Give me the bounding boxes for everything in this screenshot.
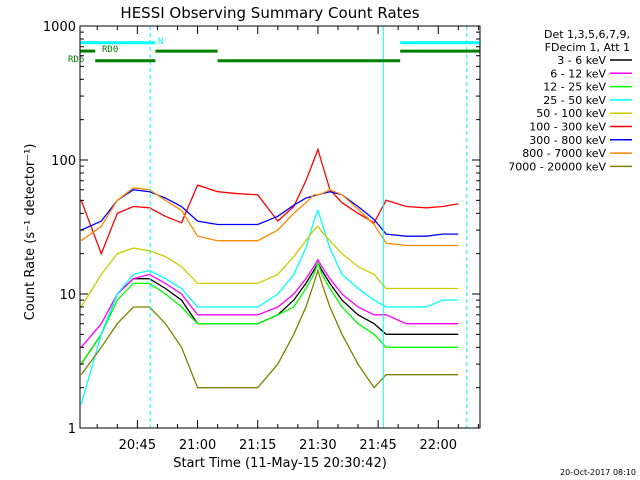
legend-entry-8: 800 - 7000 keV xyxy=(522,147,606,160)
legend-entry-1: 3 - 6 keV xyxy=(557,54,606,67)
legend-entry-4: 25 - 50 keV xyxy=(543,94,606,107)
annotation-bands: N RD0 RD6 xyxy=(68,37,480,65)
legend-header-line-1: Det 1,3,5,6,7,9, xyxy=(544,28,630,41)
annotation-label-n: N xyxy=(158,37,163,47)
y-axis: 1 10 100 1000 xyxy=(43,20,480,437)
series-line-2 xyxy=(80,258,459,348)
series-line-6 xyxy=(80,147,459,256)
y-axis-label: Count Rate (s⁻¹ detector⁻¹) xyxy=(23,144,38,321)
series-line-8 xyxy=(80,187,459,247)
annotation-label-rd6: RD6 xyxy=(68,55,84,65)
vertical-markers xyxy=(79,26,468,428)
x-tick-label-1: 20:45 xyxy=(119,438,156,453)
legend-header-line-2: FDecim 1, Att 1 xyxy=(545,41,630,54)
series-layer xyxy=(80,147,459,405)
y-tick-label-4: 1000 xyxy=(43,20,76,35)
legend: Det 1,3,5,6,7,9, FDecim 1, Att 1 3 - 6 k… xyxy=(508,28,632,173)
legend-entry-2: 6 - 12 keV xyxy=(550,67,606,80)
x-axis: 20:45 21:00 21:15 21:30 21:45 22:00 xyxy=(96,26,479,453)
annotation-label-rd0: RD0 xyxy=(102,45,118,55)
y-tick-label-2: 10 xyxy=(59,288,76,303)
series-line-9 xyxy=(80,268,459,389)
series-line-1 xyxy=(80,261,459,365)
x-tick-label-4: 21:30 xyxy=(299,438,336,453)
legend-entry-9: 7000 - 20000 keV xyxy=(508,160,606,173)
plot-frame xyxy=(79,25,481,429)
legend-entry-7: 300 - 800 keV xyxy=(529,134,606,147)
chart-title: HESSI Observing Summary Count Rates xyxy=(120,4,419,22)
timestamp: 20-Oct-2017 08:10 xyxy=(560,468,636,477)
series-line-5 xyxy=(80,225,459,308)
x-tick-label-6: 22:00 xyxy=(420,438,457,453)
legend-entry-3: 12 - 25 keV xyxy=(543,81,606,94)
y-tick-label-1: 1 xyxy=(68,422,76,437)
x-tick-label-2: 21:00 xyxy=(179,438,216,453)
series-line-3 xyxy=(80,261,459,365)
x-tick-label-5: 21:45 xyxy=(359,438,396,453)
x-tick-label-3: 21:15 xyxy=(239,438,276,453)
series-line-4 xyxy=(80,208,459,405)
series-line-7 xyxy=(80,189,459,237)
y-tick-label-3: 100 xyxy=(51,154,76,169)
legend-entry-5: 50 - 100 keV xyxy=(536,107,606,120)
legend-entry-6: 100 - 300 keV xyxy=(529,121,606,134)
x-axis-label: Start Time (11-May-15 20:30:42) xyxy=(173,456,387,471)
